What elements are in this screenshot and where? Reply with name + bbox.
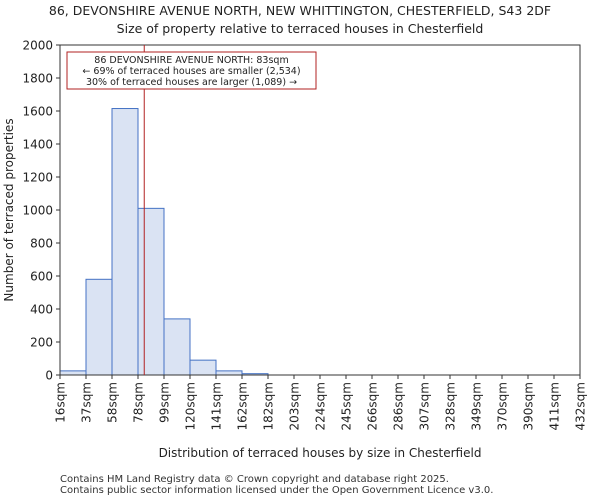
x-tick-label: 120sqm xyxy=(184,382,198,430)
x-tick-label: 307sqm xyxy=(418,382,432,430)
x-tick-label: 58sqm xyxy=(106,382,120,423)
y-tick-label: 600 xyxy=(30,270,53,284)
x-tick-label: 390sqm xyxy=(522,382,536,430)
y-tick-label: 2000 xyxy=(22,39,53,53)
x-tick-label: 432sqm xyxy=(574,382,588,430)
x-tick-label: 266sqm xyxy=(366,382,380,430)
x-axis-label: Distribution of terraced houses by size … xyxy=(159,446,482,460)
x-tick-label: 141sqm xyxy=(210,382,224,430)
x-tick-label: 99sqm xyxy=(158,382,172,423)
x-tick-label: 37sqm xyxy=(80,382,94,423)
x-axis: 16sqm 37sqm 58sqm 78sqm 99sqm 120sqm 141sqm 162… xyxy=(54,375,588,430)
bar-78sqm xyxy=(137,207,165,376)
y-axis: 0 200 400 600 800 1000 1200 1400 1600 1800 2000 xyxy=(22,39,60,383)
x-tick-label: 78sqm xyxy=(132,382,146,423)
footer-copyright: Contains HM Land Registry data © Crown c… xyxy=(60,474,449,485)
bar-141sqm xyxy=(215,370,243,376)
x-tick-label: 203sqm xyxy=(288,382,302,430)
y-tick-label: 200 xyxy=(30,336,53,350)
x-tick-label: 286sqm xyxy=(392,382,406,430)
plot-frame xyxy=(59,44,581,376)
x-tick-label: 16sqm xyxy=(54,382,68,423)
x-tick-label: 224sqm xyxy=(314,382,328,430)
x-tick-label: 328sqm xyxy=(444,382,458,430)
y-tick-label: 1200 xyxy=(22,171,53,185)
annotation-line-3: 30% of terraced houses are larger (1,089… xyxy=(86,77,297,88)
bar-16sqm xyxy=(59,370,87,376)
annotation-box: 86 DEVONSHIRE AVENUE NORTH: 83sqm ← 69% … xyxy=(66,51,317,90)
x-tick-label: 411sqm xyxy=(548,382,562,430)
annotation-border xyxy=(66,51,317,90)
bar-58sqm xyxy=(111,108,139,376)
x-tick-label: 370sqm xyxy=(496,382,510,430)
y-tick-label: 1000 xyxy=(22,204,53,218)
chart-subtitle: Size of property relative to terraced ho… xyxy=(116,21,484,36)
bar-120sqm xyxy=(189,359,217,376)
y-tick-label: 800 xyxy=(30,237,53,251)
x-tick-label: 162sqm xyxy=(236,382,250,430)
x-tick-label: 349sqm xyxy=(470,382,484,430)
x-tick-label: 245sqm xyxy=(340,382,354,430)
footer-licence: Contains public sector information licen… xyxy=(60,485,494,496)
annotation-line-1: 86 DEVONSHIRE AVENUE NORTH: 83sqm xyxy=(94,55,288,66)
y-tick-label: 1600 xyxy=(22,105,53,119)
bars-group xyxy=(59,108,269,376)
y-axis-label: Number of terraced properties xyxy=(2,118,16,301)
y-tick-label: 400 xyxy=(30,303,53,317)
bar-37sqm xyxy=(85,278,113,376)
annotation-line-2: ← 69% of terraced houses are smaller (2,… xyxy=(82,66,300,77)
y-tick-label: 1400 xyxy=(22,138,53,152)
x-tick-label: 182sqm xyxy=(262,382,276,430)
chart-title: 86, DEVONSHIRE AVENUE NORTH, NEW WHITTIN… xyxy=(48,3,552,18)
y-tick-label: 1800 xyxy=(22,72,53,86)
y-tick-label: 0 xyxy=(45,369,53,383)
bar-99sqm xyxy=(163,318,191,376)
histogram-chart: 0 200 400 600 800 1000 1200 1400 1600 1800 2000 16… xyxy=(2,39,588,461)
